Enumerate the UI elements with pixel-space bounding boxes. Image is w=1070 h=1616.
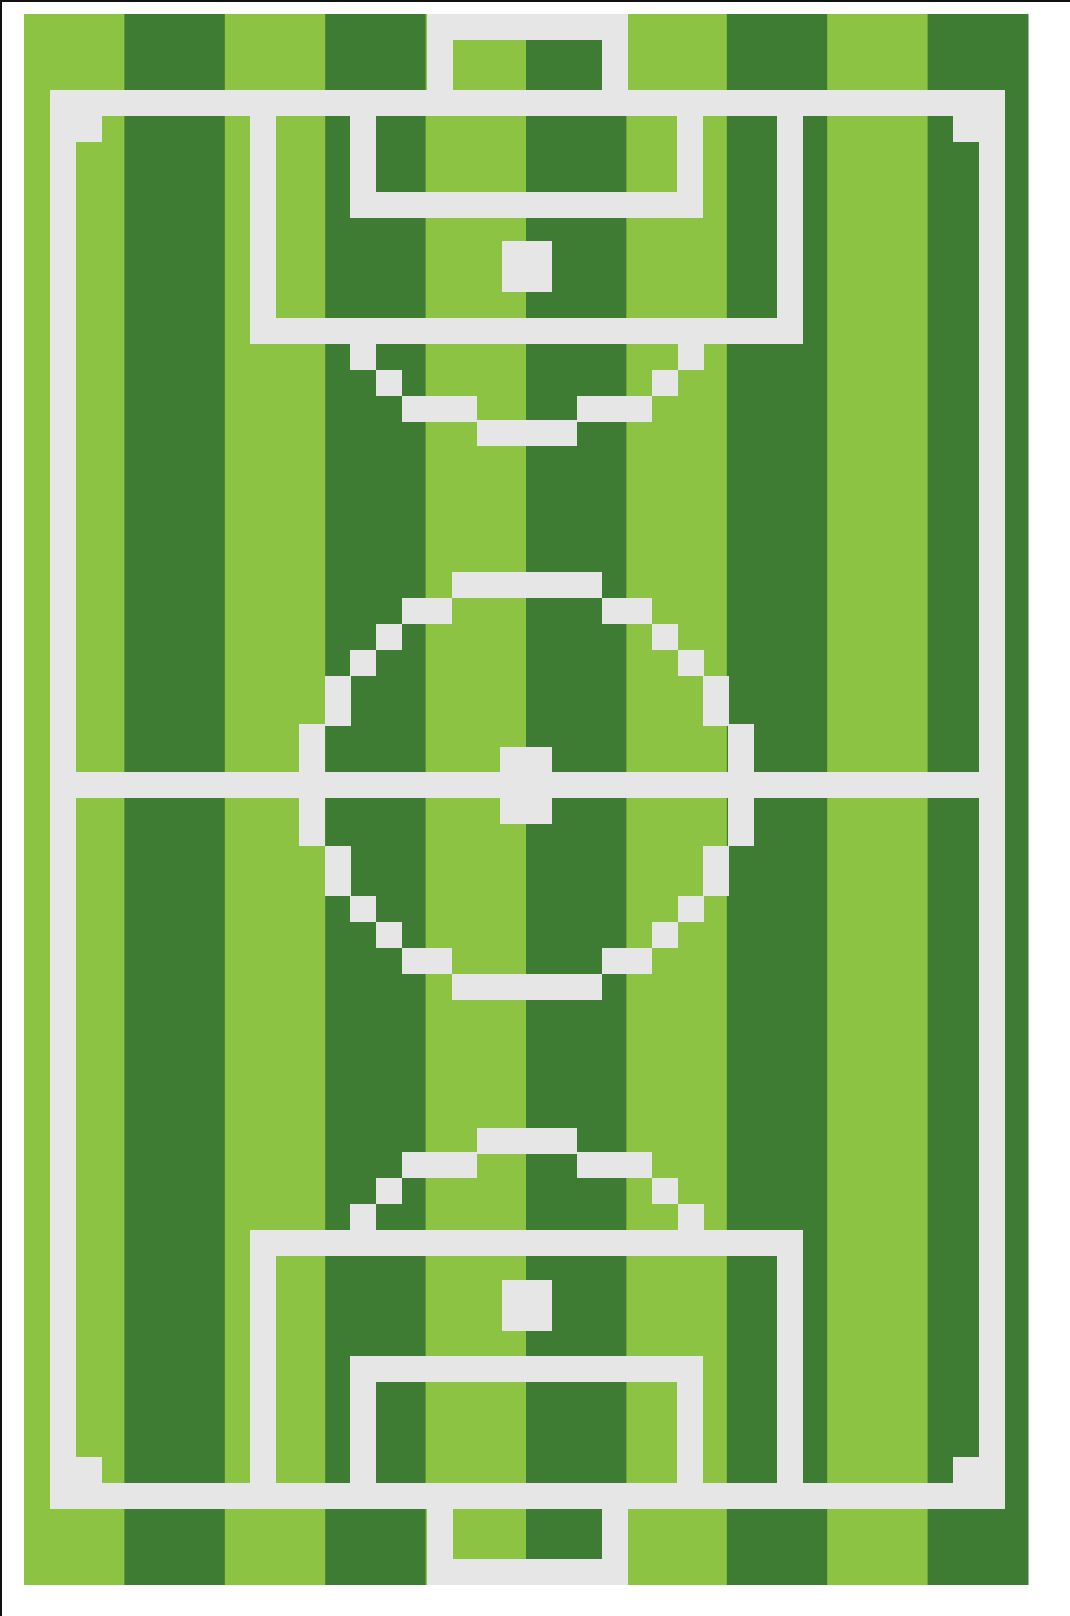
left-touchline [50, 90, 76, 1509]
top-penalty-spot [502, 241, 552, 292]
center-circle-segment [652, 922, 678, 948]
bottom-goal-area-front [376, 1356, 677, 1382]
bottom-penalty-area-left [250, 1230, 276, 1483]
center-circle-segment [652, 624, 678, 650]
bottom-goal-crossbar [427, 1559, 628, 1585]
top-goal-line [50, 90, 1005, 116]
bottom-goal-area-left [350, 1356, 376, 1483]
center-circle-segment [703, 676, 729, 726]
bottom-penalty-area-right [777, 1230, 803, 1483]
center-circle-segment [678, 896, 704, 922]
bottom-arc-segment [577, 1152, 652, 1178]
center-circle-segment [402, 598, 452, 624]
bottom-arc-segment [350, 1204, 376, 1230]
top-arc-segment [376, 370, 402, 396]
right-touchline [979, 90, 1005, 1509]
top-penalty-area-left [250, 116, 276, 344]
center-circle-segment [678, 650, 704, 676]
pitch-markings [50, 14, 1005, 1585]
top-penalty-area-front [276, 318, 777, 344]
center-circle-segment [602, 598, 652, 624]
frame-edge-left [0, 0, 2, 1616]
center-circle-segment [325, 846, 351, 896]
top-goal-area-right [677, 116, 703, 218]
center-circle-segment [602, 948, 652, 974]
bottom-goal-line [50, 1483, 1005, 1509]
grass-stripe [927, 14, 1029, 1585]
top-arc-segment [477, 420, 577, 446]
center-circle-segment [350, 896, 376, 922]
center-circle-bottom [452, 974, 602, 1000]
bottom-arc-segment [376, 1178, 402, 1204]
bottom-penalty-area-front [276, 1230, 777, 1256]
grass-stripe [124, 14, 226, 1585]
center-circle-segment [350, 650, 376, 676]
top-arc-segment [652, 370, 678, 396]
bottom-arc-segment [402, 1152, 477, 1178]
center-circle-top [452, 572, 602, 598]
corner-mark-bottom-left [76, 1457, 102, 1483]
bottom-goal-area-right [677, 1356, 703, 1483]
bottom-arc-segment [477, 1128, 577, 1154]
bottom-arc-segment [652, 1178, 678, 1204]
corner-mark-top-left [76, 116, 102, 142]
bottom-arc-segment [678, 1204, 704, 1230]
center-circle-left [299, 724, 325, 846]
frame-edge-top [0, 0, 1070, 2]
top-goal-area-front [376, 192, 677, 218]
center-circle-segment [376, 624, 402, 650]
top-arc-segment [577, 396, 652, 422]
grass-stripe [626, 14, 728, 1585]
bottom-penalty-spot [502, 1280, 552, 1331]
grass-stripe [325, 14, 427, 1585]
center-circle-segment [325, 676, 351, 726]
center-circle-right [728, 724, 754, 846]
center-circle-segment [376, 922, 402, 948]
top-arc-segment [350, 344, 376, 370]
top-arc-segment [678, 344, 704, 370]
center-spot [500, 747, 552, 824]
corner-mark-bottom-right [953, 1457, 979, 1483]
top-goal-crossbar [427, 14, 628, 40]
center-circle-segment [703, 846, 729, 896]
top-penalty-area-right [777, 116, 803, 344]
grass-stripe [827, 14, 929, 1585]
top-arc-segment [402, 396, 477, 422]
center-circle-segment [402, 948, 452, 974]
corner-mark-top-right [953, 116, 979, 142]
top-goal-area-left [350, 116, 376, 218]
